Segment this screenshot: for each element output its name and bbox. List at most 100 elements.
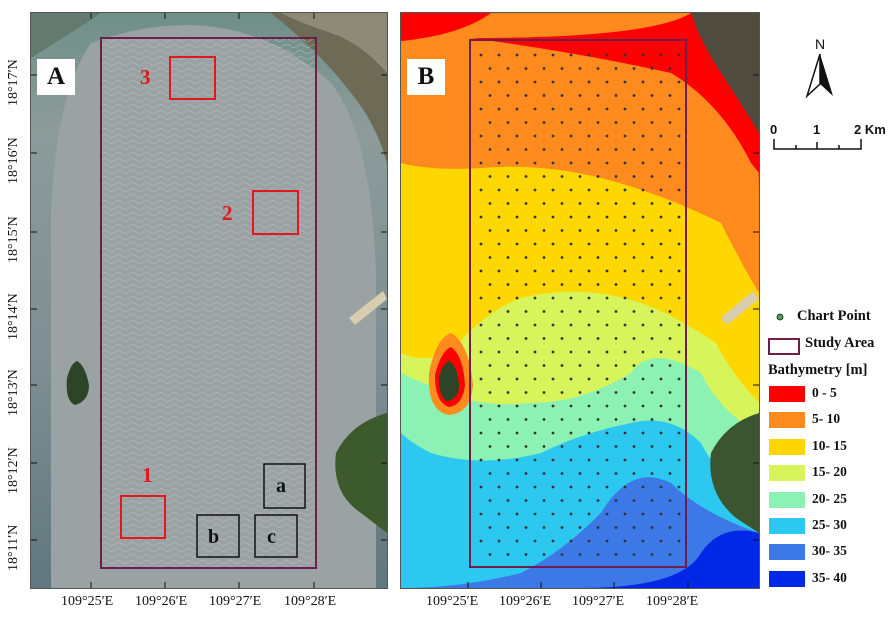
- chart-point: [650, 67, 654, 70]
- region-label-3: 3: [140, 65, 151, 89]
- legend-class-label: 5- 10: [812, 411, 841, 427]
- chart-point: [524, 418, 528, 421]
- chart-point: [506, 283, 510, 286]
- chart-point: [533, 485, 537, 489]
- chart-point: [641, 269, 645, 273]
- chart-point: [524, 526, 528, 529]
- chart-point: [497, 107, 501, 111]
- chart-point: [506, 229, 510, 232]
- chart-point: [506, 472, 510, 475]
- chart-point: [551, 431, 555, 435]
- chart-point: [632, 202, 636, 205]
- chart-point: [623, 485, 627, 489]
- chart-point: [614, 148, 618, 151]
- chart-point: [569, 431, 573, 435]
- chart-point: [596, 121, 600, 124]
- chart-point: [623, 458, 627, 462]
- bathymetry-map: [401, 13, 759, 588]
- chart-point: [659, 134, 663, 138]
- chart-point: [569, 404, 573, 408]
- chart-point: [650, 418, 654, 421]
- chart-point: [560, 472, 564, 475]
- chart-point: [614, 445, 618, 448]
- chart-point: [605, 377, 609, 381]
- chart-point: [632, 364, 636, 367]
- chart-point: [569, 485, 573, 489]
- chart-point: [668, 121, 672, 124]
- chart-point: [632, 256, 636, 259]
- chart-point: [497, 296, 501, 300]
- chart-point: [578, 418, 582, 421]
- chart-point: [569, 377, 573, 381]
- chart-point: [641, 107, 645, 111]
- chart-point: [641, 80, 645, 84]
- chart-point: [668, 445, 672, 448]
- chart-point: [524, 553, 528, 556]
- chart-point: [668, 499, 672, 502]
- chart-point: [596, 256, 600, 259]
- chart-point: [578, 553, 582, 556]
- chart-point: [632, 499, 636, 502]
- chart-point: [632, 310, 636, 313]
- region-label-a: a: [276, 475, 286, 497]
- scale-label-1: 1: [813, 122, 821, 137]
- chart-point: [677, 350, 681, 354]
- chart-point: [551, 539, 555, 543]
- chart-point: [569, 134, 573, 138]
- chart-point: [515, 296, 519, 300]
- chart-point: [551, 350, 555, 354]
- chart-point: [542, 229, 546, 232]
- chart-point: [515, 431, 519, 435]
- chart-point: [605, 404, 609, 408]
- panel-a-label: A: [37, 59, 75, 95]
- chart-point: [524, 121, 528, 124]
- coastal-land-south: [335, 413, 387, 533]
- chart-point: [560, 229, 564, 232]
- chart-point: [614, 229, 618, 232]
- chart-point: [488, 364, 492, 367]
- chart-point: [497, 485, 501, 489]
- chart-point: [533, 458, 537, 462]
- chart-point: [578, 202, 582, 205]
- chart-point: [650, 310, 654, 313]
- chart-point: [524, 310, 528, 313]
- chart-point: [659, 539, 663, 543]
- chart-point: [659, 107, 663, 111]
- chart-point: [650, 94, 654, 97]
- chart-point: [587, 458, 591, 462]
- chart-point: [533, 215, 537, 219]
- chart-point: [533, 161, 537, 165]
- chart-point: [515, 80, 519, 84]
- chart-point: [479, 377, 483, 381]
- chart-point: [677, 134, 681, 138]
- chart-point: [569, 161, 573, 165]
- lon-label: 109°28′E: [646, 594, 699, 609]
- chart-point: [542, 553, 546, 556]
- chart-point: [479, 350, 483, 354]
- chart-point: [506, 391, 510, 394]
- chart-point: [605, 323, 609, 327]
- chart-point: [641, 53, 645, 57]
- chart-point: [650, 472, 654, 475]
- region-box-b: [196, 514, 240, 558]
- scale-label-2: 2 Km: [854, 122, 886, 137]
- chart-point: [497, 161, 501, 165]
- chart-point: [479, 485, 483, 489]
- chart-point: [605, 242, 609, 246]
- chart-point: [488, 472, 492, 475]
- chart-point: [677, 431, 681, 435]
- chart-point: [614, 364, 618, 367]
- chart-point: [542, 337, 546, 340]
- legend-swatch: [769, 386, 805, 402]
- chart-point: [587, 161, 591, 165]
- scale-label-0: 0: [770, 122, 778, 137]
- chart-point: [479, 296, 483, 300]
- legend-class-label: 35- 40: [812, 569, 847, 585]
- chart-point: [587, 188, 591, 192]
- chart-point: [488, 553, 492, 556]
- chart-point: [560, 445, 564, 448]
- chart-point: [587, 134, 591, 138]
- chart-point: [479, 80, 483, 84]
- island: [439, 361, 459, 401]
- chart-point-grid: [479, 53, 681, 556]
